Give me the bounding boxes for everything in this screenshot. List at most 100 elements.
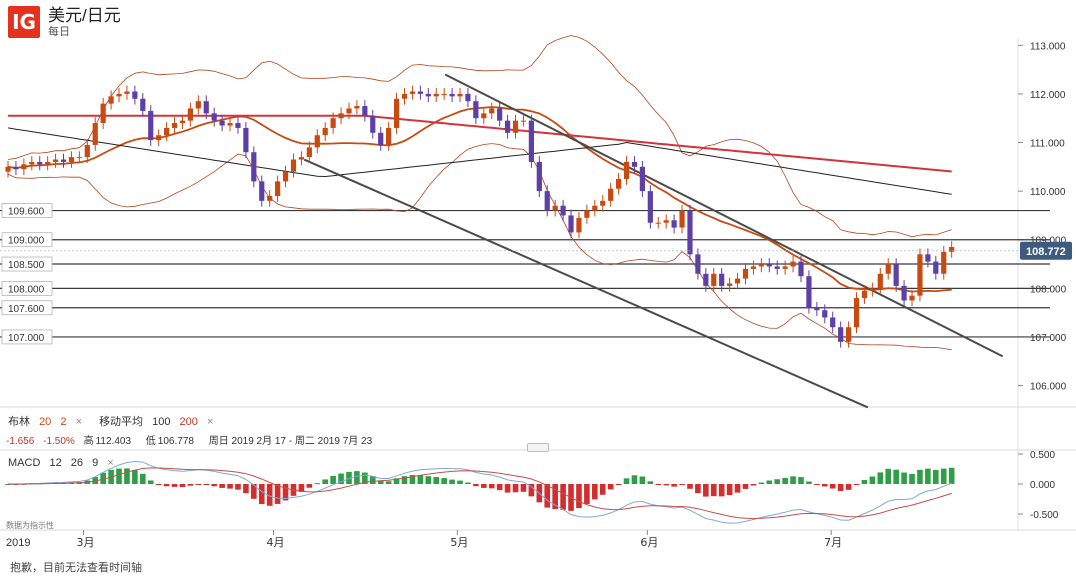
price-tick-label-6: 107.000 bbox=[1030, 333, 1067, 344]
macd-hist-bar bbox=[504, 484, 511, 493]
candle-body bbox=[711, 273, 717, 286]
candle-body bbox=[695, 254, 701, 274]
macd-hist-bar bbox=[631, 475, 638, 484]
candle-body bbox=[853, 298, 860, 328]
candle-body bbox=[489, 108, 495, 114]
bollinger-middle-band bbox=[7, 106, 952, 293]
candle-body bbox=[21, 164, 27, 170]
candle-body bbox=[790, 261, 796, 267]
ma-label[interactable]: 移动平均 bbox=[99, 416, 144, 428]
macd-p3[interactable]: 9 bbox=[92, 457, 99, 469]
macd-hist-bar bbox=[766, 480, 773, 484]
candle-body bbox=[869, 288, 875, 291]
candle-body bbox=[719, 273, 725, 286]
candle-body bbox=[861, 290, 868, 299]
candle-body bbox=[298, 157, 305, 160]
macd-hist-bar bbox=[258, 484, 265, 505]
macd-hist-bar bbox=[473, 484, 479, 487]
macd-histogram bbox=[5, 467, 955, 511]
timeline-message: 抱歉，目前无法查看时间轴 bbox=[10, 562, 142, 574]
candle-body bbox=[338, 113, 344, 119]
macd-line bbox=[7, 460, 952, 524]
candle-body bbox=[425, 93, 431, 97]
bollinger-close-icon[interactable]: × bbox=[75, 416, 82, 428]
macd-hist-bar bbox=[520, 484, 527, 492]
price-tick-label-5: 108.000 bbox=[1030, 284, 1067, 295]
level-label-4: 107.600 bbox=[8, 304, 45, 315]
level-label-box-1 bbox=[1, 232, 53, 248]
macd-p2[interactable]: 26 bbox=[70, 457, 84, 469]
level-label-box-5 bbox=[1, 329, 53, 345]
macd-tick-label-1: 0.000 bbox=[1030, 480, 1055, 491]
candle-body bbox=[806, 276, 812, 308]
interval-label[interactable]: 每日 bbox=[48, 26, 70, 38]
macd-hist-bar bbox=[845, 484, 852, 490]
candle-body bbox=[623, 161, 630, 179]
macd-tick-label-0: 0.500 bbox=[1030, 450, 1055, 461]
macd-hist-bar bbox=[599, 484, 606, 495]
macd-hist-bar bbox=[171, 484, 178, 487]
candle-body bbox=[100, 103, 106, 124]
ma-fast[interactable]: 100 bbox=[152, 416, 171, 428]
macd-hist-bar bbox=[346, 471, 352, 484]
source-note: 数据为指示性 bbox=[6, 521, 54, 530]
macd-hist-bar bbox=[155, 484, 162, 485]
candle-body bbox=[124, 91, 130, 94]
instrument-title[interactable]: 美元/日元 bbox=[48, 6, 121, 25]
ma-slow[interactable]: 200 bbox=[179, 416, 198, 428]
candle-body bbox=[13, 166, 19, 170]
macd-hist-bar bbox=[821, 484, 828, 487]
macd-hist-bar bbox=[306, 484, 313, 488]
ma-close-icon[interactable]: × bbox=[206, 416, 214, 428]
candle-body bbox=[885, 264, 891, 274]
candle-body bbox=[378, 132, 384, 145]
macd-hist-bar bbox=[330, 475, 336, 484]
macd-hist-bar bbox=[195, 484, 202, 485]
pane-resize-handle[interactable] bbox=[527, 443, 549, 452]
candle-body bbox=[84, 144, 90, 158]
macd-hist-bar bbox=[703, 484, 709, 497]
candle-body bbox=[267, 195, 273, 201]
macd-hist-bar bbox=[814, 484, 820, 485]
candle-body bbox=[822, 310, 828, 318]
bollinger-label[interactable]: 布林 bbox=[8, 416, 30, 428]
macd-hist-bar bbox=[481, 484, 487, 488]
bollinger-dev[interactable]: 2 bbox=[60, 416, 67, 428]
candle-body bbox=[195, 101, 201, 109]
candle-body bbox=[663, 220, 669, 223]
macd-hist-bar bbox=[655, 484, 662, 485]
macd-label[interactable]: MACD bbox=[8, 457, 41, 469]
candle-body bbox=[52, 159, 59, 162]
macd-hist-bar bbox=[782, 477, 788, 484]
price-tick-label-0: 113.000 bbox=[1030, 41, 1066, 52]
macd-tick-label-2: -0.500 bbox=[1030, 510, 1059, 521]
level-label-box-3 bbox=[1, 280, 53, 296]
candle-body bbox=[45, 161, 51, 165]
candle-body bbox=[782, 266, 788, 269]
macd-p1[interactable]: 12 bbox=[49, 457, 62, 469]
macd-hist-bar bbox=[322, 479, 328, 484]
macd-close-icon[interactable]: × bbox=[107, 457, 114, 469]
candle-body bbox=[742, 268, 749, 279]
macd-hist-bar bbox=[877, 472, 884, 484]
candle-body bbox=[925, 254, 931, 262]
candle-body bbox=[933, 261, 939, 274]
candle-body bbox=[520, 120, 527, 122]
macd-hist-bar bbox=[806, 481, 812, 484]
macd-hist-bar bbox=[798, 477, 804, 484]
macd-hist-bar bbox=[100, 472, 106, 484]
macd-hist-bar bbox=[615, 484, 622, 485]
candlestick-series bbox=[5, 85, 955, 348]
month-label-4: 7月 bbox=[824, 536, 842, 549]
candle-body bbox=[346, 108, 352, 114]
candle-body bbox=[750, 266, 757, 269]
candle-body bbox=[441, 93, 447, 95]
bollinger-period[interactable]: 20 bbox=[39, 416, 52, 428]
ma-100-line bbox=[7, 127, 952, 195]
macd-hist-bar bbox=[425, 476, 432, 484]
macd-hist-bar bbox=[488, 484, 495, 489]
macd-hist-bar bbox=[449, 479, 455, 484]
candle-body bbox=[433, 93, 439, 97]
macd-hist-bar bbox=[354, 471, 360, 484]
